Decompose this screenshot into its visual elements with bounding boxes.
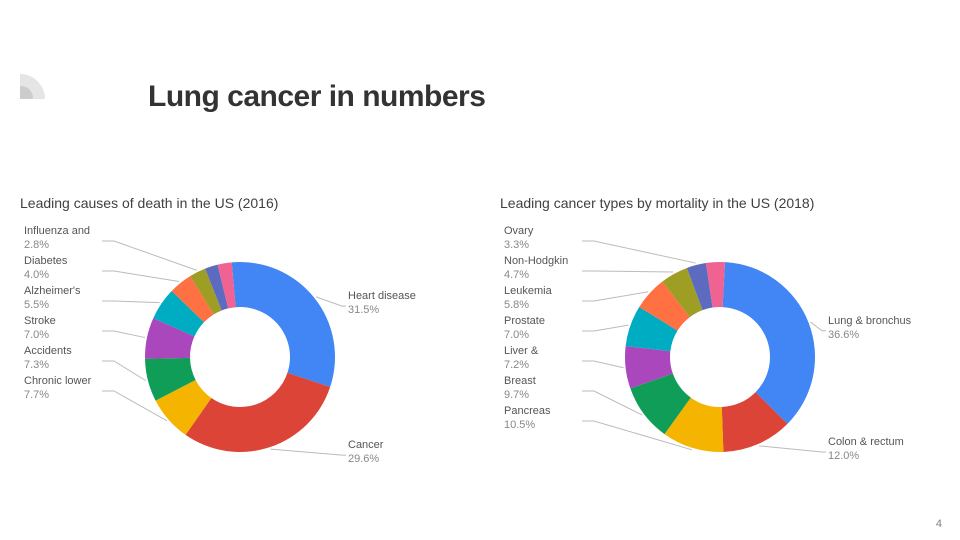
page-title: Lung cancer in numbers [148,80,485,114]
slice-label: Colon & rectum12.0% [828,436,904,464]
slice-label: Alzheimer's5.5% [24,285,81,313]
chart1-title: Leading causes of death in the US (2016) [20,195,460,211]
chart2-title: Leading cancer types by mortality in the… [500,195,940,211]
slice-label: Ovary3.3% [504,225,533,253]
corner-decoration-icon [20,74,70,124]
slice-label: Prostate7.0% [504,315,545,343]
slice-label: Diabetes4.0% [24,255,67,283]
slice-label: Stroke7.0% [24,315,56,343]
slice-label: Breast9.7% [504,375,536,403]
slice-label: Influenza and2.8% [24,225,90,253]
slice-label: Pancreas10.5% [504,405,550,433]
chart-causes-of-death: Leading causes of death in the US (2016)… [20,195,460,497]
slice-label: Liver &7.2% [504,345,538,373]
slice-label: Lung & bronchus36.6% [828,315,911,343]
donut-slice [723,262,815,424]
donut-slice [186,373,331,452]
slice-label: Accidents7.3% [24,345,72,373]
slice-label: Leukemia5.8% [504,285,552,313]
slice-label: Non-Hodgkin4.7% [504,255,568,283]
page-number: 4 [936,518,942,530]
chart1-body: Influenza and2.8%Diabetes4.0%Alzheimer's… [20,217,460,497]
chart-cancer-types: Leading cancer types by mortality in the… [500,195,940,497]
chart2-body: Ovary3.3%Non-Hodgkin4.7%Leukemia5.8%Pros… [500,217,940,497]
slice-label: Cancer29.6% [348,439,383,467]
donut-slice [232,262,335,387]
slice-label: Chronic lower7.7% [24,375,91,403]
slice-label: Heart disease31.5% [348,290,416,318]
